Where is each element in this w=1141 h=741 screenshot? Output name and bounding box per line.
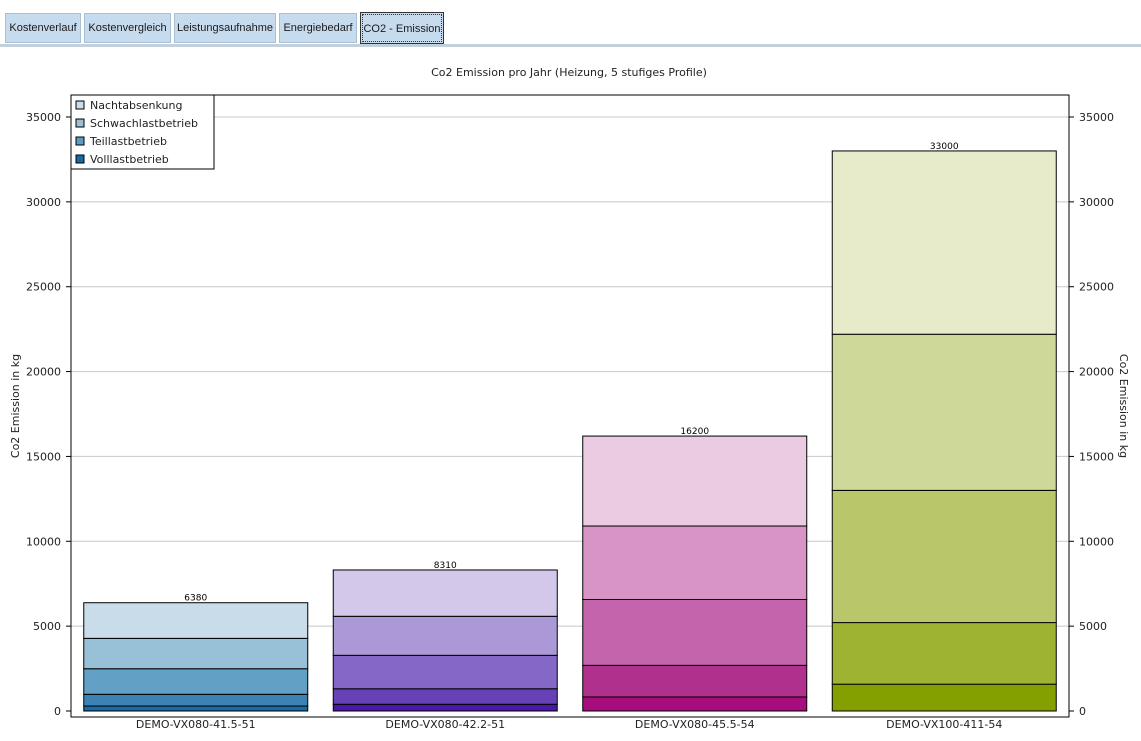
y-axis-label-right: Co2 Emission in kg	[1117, 354, 1130, 458]
axes	[66, 94, 1074, 718]
x-tick-label: DEMO-VX080-42.2-51	[385, 718, 505, 731]
x-tick-label: DEMO-VX080-45.5-54	[635, 718, 755, 731]
bars: 2939842490428063803971310328055808310826…	[83, 142, 1057, 712]
bar-segment	[582, 664, 808, 698]
bar-segment	[831, 683, 1057, 712]
data-label: 16200	[680, 427, 709, 437]
bar-segment	[582, 696, 808, 712]
data-label: 33000	[930, 142, 959, 152]
x-tick-label: DEMO-VX100-411-54	[886, 718, 1002, 731]
category-labels: DEMO-VX080-41.5-51 DEMO-VX080-42.2-51 DEMO…	[136, 718, 1002, 731]
legend-entry: Volllastbetrieb	[90, 153, 169, 166]
y-tick-label-right: 25000	[1079, 281, 1114, 294]
y-tick-label-left: 35000	[26, 111, 61, 124]
bar-segment	[831, 622, 1057, 685]
legend-entry: Teillastbetrieb	[89, 135, 167, 148]
tab-kostenverlauf[interactable]: Kostenverlauf	[5, 13, 81, 43]
y-tick-label-left: 0	[54, 705, 61, 718]
bar-segment	[332, 688, 558, 705]
x-tick-label: DEMO-VX080-41.5-51	[136, 718, 256, 731]
tab-co2-emission[interactable]: CO2 - Emission	[360, 12, 444, 44]
legend-swatch	[75, 118, 85, 128]
y-tick-label-right: 5000	[1079, 620, 1107, 633]
legend-entry: Schwachlastbetrieb	[90, 117, 198, 130]
plot-border	[70, 94, 1070, 718]
bar-segment	[582, 525, 808, 600]
bar-segment	[831, 333, 1057, 491]
bar-segment	[83, 693, 309, 707]
data-label: 6380	[184, 594, 207, 604]
y-tick-label-right: 15000	[1079, 450, 1114, 463]
legend-swatch	[75, 154, 85, 164]
bar-segment	[83, 602, 309, 639]
legend: Nachtabsenkung Schwachlastbetrieb Teillast…	[70, 94, 215, 170]
bar-segment	[332, 615, 558, 656]
y-tick-label-left: 30000	[26, 196, 61, 209]
y-tick-label-left: 15000	[26, 450, 61, 463]
y-tick-label-left: 5000	[33, 620, 61, 633]
y-axis-label-left: Co2 Emission in kg	[9, 354, 22, 458]
y-tick-label-right: 20000	[1079, 366, 1114, 379]
tab-leistungsaufnahme[interactable]: Leistungsaufnahme	[174, 13, 276, 43]
y-tick-label-right: 0	[1079, 705, 1086, 718]
bar-segment	[831, 150, 1057, 335]
tab-bar: Kostenverlauf Kostenvergleich Leistungsa…	[0, 0, 1141, 47]
y-tick-label-right: 10000	[1079, 535, 1114, 548]
bar-segment	[582, 598, 808, 666]
legend-swatch	[75, 136, 85, 146]
legend-swatch	[75, 100, 85, 110]
y-tick-label-left: 25000	[26, 281, 61, 294]
legend-box	[70, 94, 215, 170]
bar-segment	[83, 668, 309, 695]
bar-segment	[332, 703, 558, 712]
y-tick-label-left: 10000	[26, 535, 61, 548]
tick-labels: 0 0 5000 5000 10000 10000 15000 15000 20000 20000…	[26, 111, 1114, 718]
tab-energiebedarf[interactable]: Energiebedarf	[279, 13, 357, 43]
tab-kostenvergleich[interactable]: Kostenvergleich	[84, 13, 171, 43]
y-tick-label-right: 30000	[1079, 196, 1114, 209]
y-tick-label-left: 20000	[26, 366, 61, 379]
bar-segment	[83, 637, 309, 670]
bar-segment	[332, 569, 558, 617]
chart-title: Co2 Emission pro Jahr (Heizung, 5 stufig…	[431, 66, 707, 79]
legend-entry: Nachtabsenkung	[90, 99, 182, 112]
data-label: 8310	[434, 561, 457, 571]
bar-segment	[831, 489, 1057, 624]
bar-segment	[582, 435, 808, 527]
y-tick-label-right: 35000	[1079, 111, 1114, 124]
bar-segment	[332, 654, 558, 690]
